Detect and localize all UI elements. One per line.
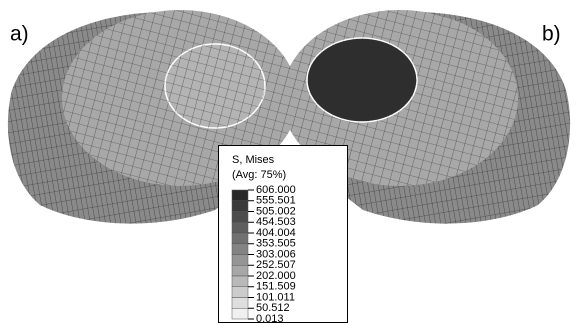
legend-swatch (232, 212, 248, 223)
panel-label: a) (10, 23, 29, 46)
legend-swatch (232, 298, 248, 309)
figure: a) b) S, Mises (Avg: 75%) 606.000555.501… (0, 0, 578, 323)
legend-swatch (232, 265, 248, 276)
fem-figure: a) b) S, Mises (Avg: 75%) 606.000555.501… (0, 0, 578, 323)
legend-swatch (232, 201, 248, 212)
legend-swatch (232, 287, 248, 298)
panel-label: b) (542, 23, 561, 46)
legend-swatch (232, 190, 248, 201)
legend-value: 0.013 (256, 313, 284, 323)
legend: S, Mises (Avg: 75%) 606.000555.501505.00… (219, 146, 348, 323)
legend-swatch (232, 276, 248, 287)
legend-swatch (232, 244, 248, 255)
legend-subtitle: (Avg: 75%) (232, 169, 286, 181)
legend-swatch (232, 308, 248, 319)
legend-title: S, Mises (232, 154, 275, 166)
legend-swatch (232, 222, 248, 233)
legend-swatch (232, 255, 248, 266)
legend-swatch (232, 233, 248, 244)
